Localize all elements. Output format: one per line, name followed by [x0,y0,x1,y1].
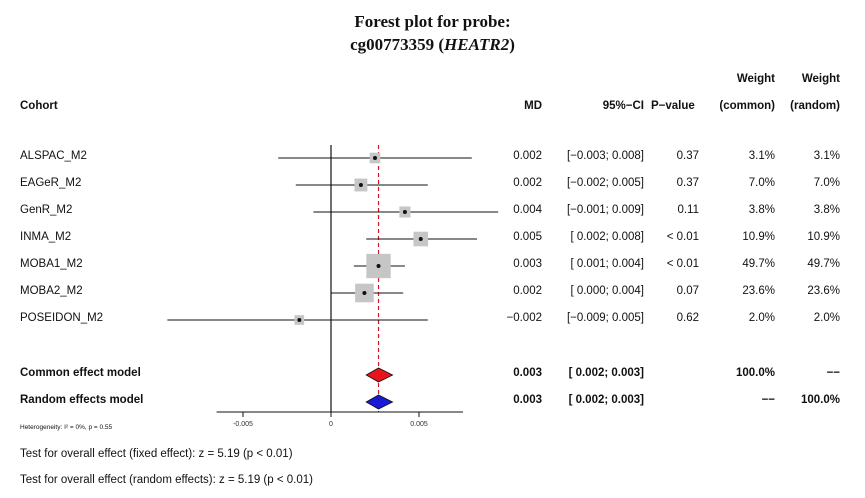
study-pvalue: 0.62 [676,312,699,324]
point-estimate [402,210,407,214]
pooled-name: Common effect model [20,367,141,379]
study-weight-random: 10.9% [807,231,840,243]
study-name: MOBA2_M2 [20,285,83,297]
chart-title-line1: Forest plot for probe: [354,12,511,31]
pooled-weight-random: −− [826,367,840,379]
point-estimate [418,237,423,241]
test-random-effects: Test for overall effect (random effects)… [20,474,313,486]
study-name: INMA_M2 [20,231,72,243]
study-ci: [−0.001; 0.009] [566,204,644,216]
pooled-name: Random effects model [20,394,144,406]
study-name: MOBA1_M2 [20,258,83,270]
header-ci: 95%−CI [602,100,644,112]
study-weight-random: 49.7% [807,258,840,270]
point-estimate [362,291,367,295]
study-weight-common: 7.0% [748,177,775,189]
point-estimate [373,156,377,160]
pooled-ci: [ 0.002; 0.003] [568,367,644,379]
study-weight-random: 3.8% [813,204,840,216]
study-ci: [−0.003; 0.008] [566,150,644,162]
test-fixed-effect: Test for overall effect (fixed effect): … [20,448,293,460]
pooled-ci: [ 0.002; 0.003] [568,394,644,406]
study-ci: [ 0.001; 0.004] [570,258,644,270]
study-md: −0.002 [506,312,543,324]
study-md: 0.002 [513,150,542,162]
header-weight-common: (common) [719,100,775,112]
study-pvalue: < 0.01 [666,258,699,270]
study-name: ALSPAC_M2 [20,150,87,162]
x-tick-label: 0 [329,421,333,428]
study-pvalue: 0.37 [676,177,699,189]
pooled-weight-common: 100.0% [735,367,775,379]
study-ci: [ 0.002; 0.008] [570,231,644,243]
study-md: 0.003 [513,258,542,270]
study-weight-common: 3.8% [748,204,775,216]
pooled-md: 0.003 [513,367,542,379]
heterogeneity-text: Heterogeneity: I² = 0%, p = 0.55 [20,424,113,431]
pooled-diamond [365,394,394,410]
study-weight-random: 2.0% [813,312,840,324]
study-pvalue: 0.37 [676,150,699,162]
header-md: MD [524,100,542,112]
study-weight-common: 3.1% [748,150,775,162]
x-tick-label: 0.005 [410,421,428,428]
study-ci: [−0.002; 0.005] [566,177,644,189]
study-md: 0.002 [513,177,542,189]
study-weight-common: 23.6% [742,285,775,297]
pooled-weight-random: 100.0% [800,394,840,406]
header-cohort: Cohort [20,100,58,112]
study-pvalue: 0.11 [677,204,699,216]
gene-name: HEATR2 [444,35,510,54]
pooled-md: 0.003 [513,394,542,406]
pooled-weight-common: −− [761,394,775,406]
study-weight-random: 3.1% [813,150,840,162]
study-md: 0.004 [513,204,542,216]
study-ci: [ 0.000; 0.004] [570,285,644,297]
study-name: POSEIDON_M2 [20,312,104,324]
study-md: 0.002 [513,285,542,297]
study-name: EAGeR_M2 [20,177,82,189]
point-estimate [358,183,363,187]
x-tick-label: -0.005 [233,421,253,428]
header-weight-random: (random) [790,100,840,112]
study-weight-common: 10.9% [742,231,775,243]
header-weight-common-label: Weight [736,73,775,85]
study-md: 0.005 [513,231,542,243]
probe-id: cg00773359 [350,35,435,54]
chart-title-line2: cg00773359 (HEATR2) [350,35,515,54]
study-weight-random: 7.0% [813,177,840,189]
study-pvalue: 0.07 [676,285,699,297]
study-weight-common: 49.7% [742,258,775,270]
study-weight-common: 2.0% [748,312,775,324]
header-pvalue: P−value [651,100,695,112]
study-weight-random: 23.6% [807,285,840,297]
header-weight-random-label: Weight [801,73,840,85]
study-name: GenR_M2 [20,204,73,216]
point-estimate [297,318,302,322]
study-pvalue: < 0.01 [666,231,699,243]
study-ci: [−0.009; 0.005] [566,312,644,324]
point-estimate [376,264,381,268]
pooled-diamond [365,367,394,383]
